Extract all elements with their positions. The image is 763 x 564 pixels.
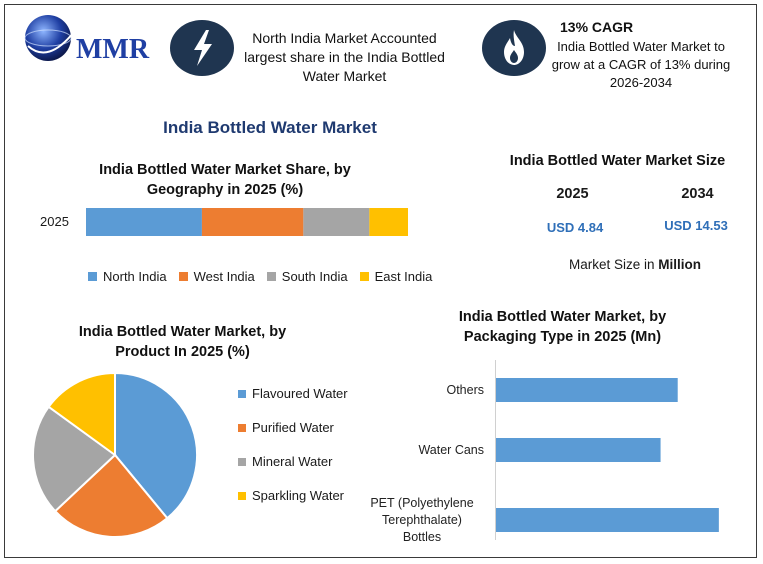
packaging-bar xyxy=(496,508,719,532)
packaging-category-label: Water Cans xyxy=(360,442,484,459)
geo-legend: North India West India South India East Ind… xyxy=(88,269,448,284)
pie-slice-sparkling-water xyxy=(47,371,116,457)
logo-text: MMR xyxy=(76,34,150,65)
market-size-title: India Bottled Water Market Size xyxy=(509,153,726,169)
legend-label: Flavoured Water xyxy=(252,386,348,401)
legend-label: Purified Water xyxy=(252,420,334,435)
year-2025-label: 2025 xyxy=(556,186,589,202)
pie-legend-item: Purified Water xyxy=(238,420,388,435)
pie-legend: Flavoured Water Purified Water Mineral Wat… xyxy=(238,386,388,522)
pie-slice-purified-water xyxy=(53,453,169,538)
geo-category-label: 2025 xyxy=(40,214,69,229)
legend-swatch xyxy=(178,272,188,281)
market-size-note: Market Size in Million xyxy=(540,257,730,272)
packaging-bar xyxy=(496,378,678,402)
product-pie-chart xyxy=(32,371,198,538)
legend-label: East India xyxy=(374,269,433,284)
legend-label: North India xyxy=(103,269,167,284)
packaging-category-label: PET (Polyethylene Terephthalate) Bottles xyxy=(360,495,484,546)
geo-segment-west-india xyxy=(201,208,304,236)
legend-swatch xyxy=(359,272,369,281)
legend-swatch xyxy=(238,491,246,500)
legend-swatch xyxy=(238,389,246,398)
legend-swatch xyxy=(88,272,97,281)
packaging-category-label-line: Bottles xyxy=(402,529,442,544)
geo-legend-item: South India xyxy=(266,269,348,284)
flame-icon xyxy=(504,30,524,65)
info1-text: North India Market Accounted largest sha… xyxy=(244,30,445,84)
lightning-icon xyxy=(194,30,212,66)
packaging-bar-chart xyxy=(495,360,719,540)
legend-label: South India xyxy=(281,269,348,284)
geo-legend-item: East India xyxy=(359,269,433,284)
mmr-logo: MMR xyxy=(14,12,154,65)
value-2034: USD 14.53 xyxy=(664,218,728,233)
market-size-note-unit: Million xyxy=(658,257,702,272)
pie-slice-flavoured-water xyxy=(114,371,198,520)
market-size-note-prefix: Market Size in xyxy=(568,257,659,272)
geo-chart-title: India Bottled Water Market Share, by Geo… xyxy=(99,162,351,198)
pie-legend-item: Flavoured Water xyxy=(238,386,388,401)
value-2025: USD 4.84 xyxy=(546,220,604,235)
pie-chart-title: India Bottled Water Market, by Product I… xyxy=(78,324,287,360)
packaging-axis-labels: Others Water Cans PET (Polyethylene Terepht… xyxy=(360,360,484,544)
packaging-category-label: Others xyxy=(360,382,484,399)
packaging-category-label-line: Water Cans xyxy=(418,442,484,457)
legend-label: West India xyxy=(193,269,255,284)
pie-legend-item: Sparkling Water xyxy=(238,488,388,503)
main-title: India Bottled Water Market xyxy=(163,118,377,137)
globe-icon xyxy=(24,15,75,61)
legend-swatch xyxy=(238,457,246,466)
geo-segment-north-india xyxy=(86,208,202,236)
pie-legend-item: Mineral Water xyxy=(238,454,388,469)
packaging-category-label-line: Terephthalate) xyxy=(382,512,462,527)
geo-segment-south-india xyxy=(303,208,370,236)
info2-badge xyxy=(482,20,546,76)
legend-swatch xyxy=(266,272,276,281)
geo-legend-item: West India xyxy=(178,269,255,284)
legend-label: Mineral Water xyxy=(252,454,333,469)
geo-segment-east-india xyxy=(369,208,408,236)
packaging-chart-title: India Bottled Water Market, by Packaging… xyxy=(458,309,667,345)
packaging-category-label-line: PET (Polyethylene xyxy=(370,495,474,510)
pie-slice-mineral-water xyxy=(32,405,117,513)
packaging-bar xyxy=(496,438,661,462)
info1-badge xyxy=(170,20,234,76)
packaging-category-label-line: Others xyxy=(446,382,484,397)
legend-swatch xyxy=(238,423,246,432)
geo-stacked-bar-chart xyxy=(86,208,408,236)
year-2034-label: 2034 xyxy=(681,186,714,202)
geo-legend-item: North India xyxy=(88,269,167,284)
info2-text: India Bottled Water Market to grow at a … xyxy=(551,39,731,90)
info2-title: 13% CAGR xyxy=(560,19,634,35)
legend-label: Sparkling Water xyxy=(252,488,344,503)
